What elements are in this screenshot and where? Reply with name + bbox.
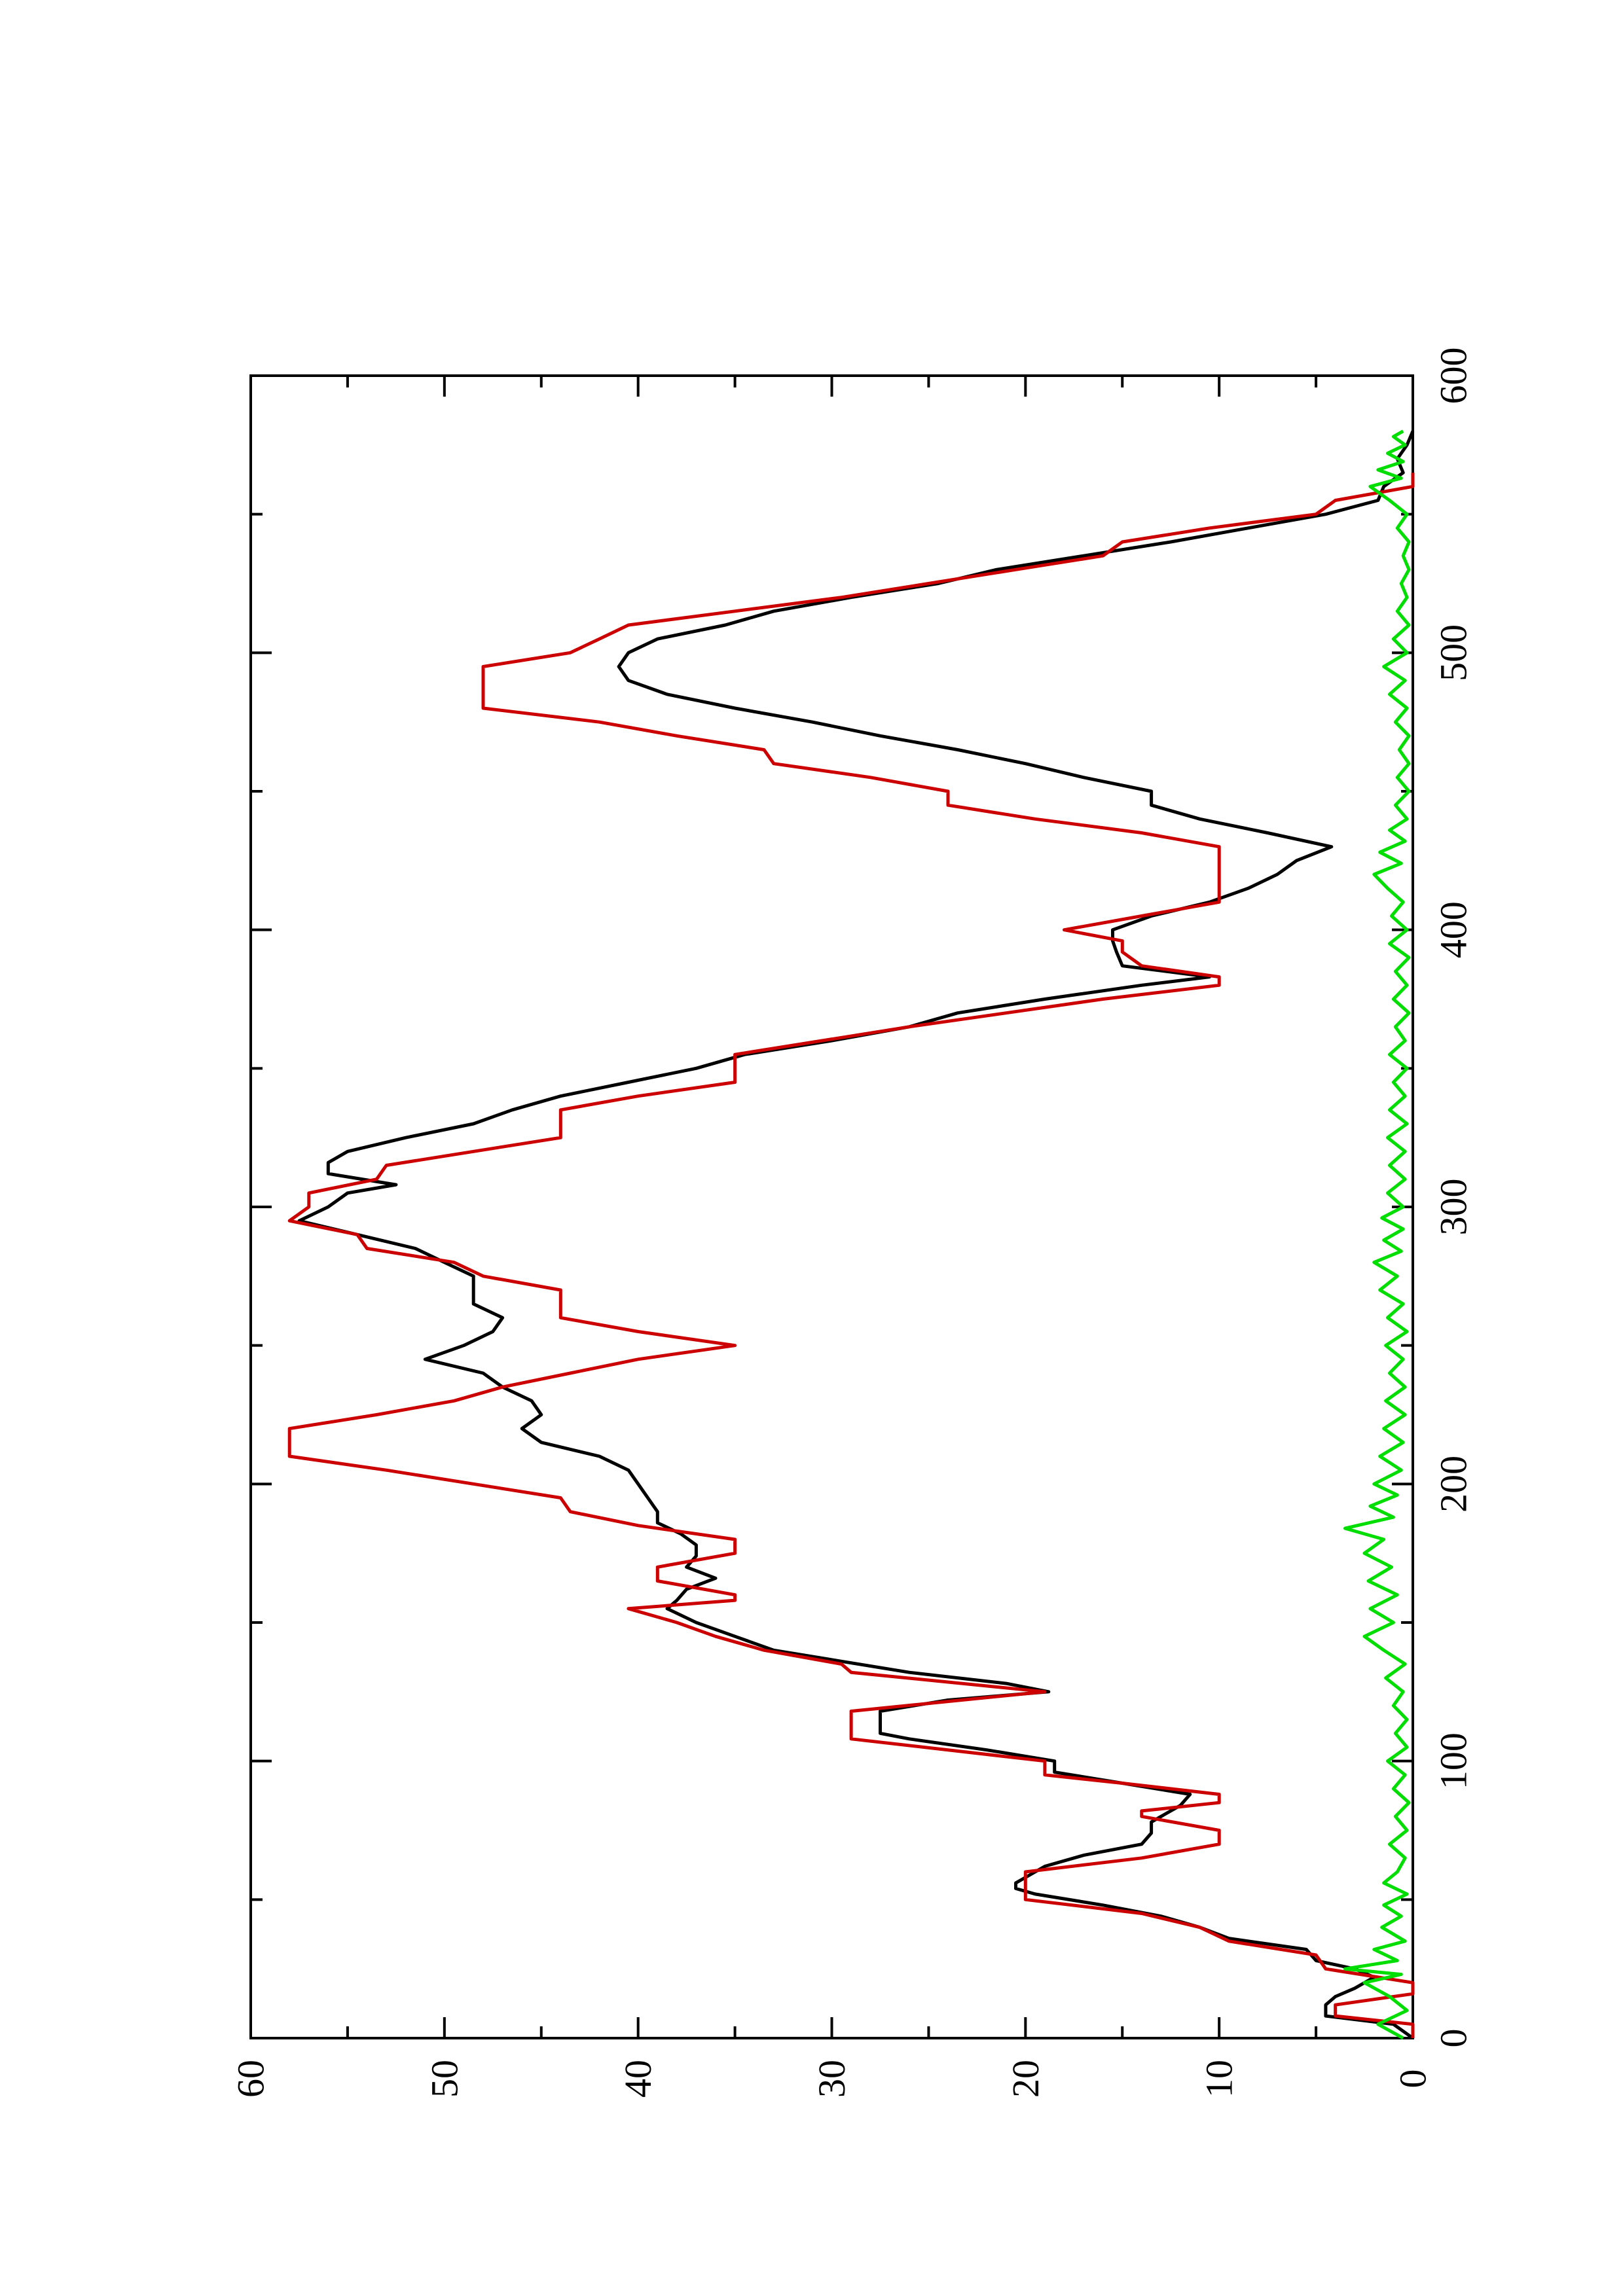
y-tick-label: 60	[230, 2060, 272, 2098]
x-tick-label: 300	[1432, 1179, 1475, 1236]
y-tick-label: 10	[1198, 2060, 1241, 2098]
y-tick-label: 0	[1392, 2070, 1434, 2089]
x-tick-label: 500	[1432, 624, 1475, 681]
series-red-line	[287, 473, 1415, 2038]
x-tick-label: 100	[1432, 1732, 1475, 1789]
tick-labels-layer: 0 100 200 300 400 500 600 0 10 20 30 40 50 60	[230, 348, 1475, 2098]
ticks-layer	[249, 374, 1414, 2039]
y-tick-label: 40	[617, 2060, 659, 2098]
series-green-line	[1343, 429, 1411, 2040]
x-tick-label: 400	[1432, 901, 1475, 958]
plot-frame	[249, 374, 1414, 2039]
y-tick-label: 50	[423, 2060, 465, 2098]
series-layer	[287, 429, 1415, 2040]
y-tick-label: 20	[1004, 2060, 1047, 2098]
x-tick-label: 600	[1432, 348, 1475, 404]
series-black-line	[297, 430, 1415, 2040]
y-tick-label: 30	[811, 2060, 853, 2098]
x-tick-label: 200	[1432, 1456, 1475, 1513]
x-tick-label: 0	[1432, 2029, 1475, 2048]
